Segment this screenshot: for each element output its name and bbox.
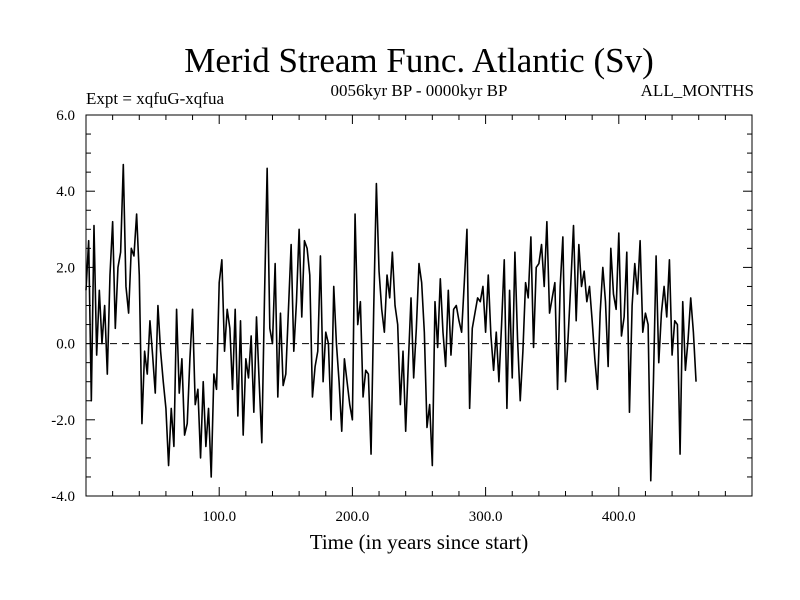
x-tick-label: 300.0	[469, 509, 503, 525]
chart-subtitle-left: Expt = xqfuG-xqfua	[86, 89, 224, 108]
x-tick-label: 100.0	[202, 509, 236, 525]
y-tick-label: -2.0	[51, 413, 75, 429]
axis-ticks	[86, 115, 752, 496]
chart-subtitle-right: ALL_MONTHS	[641, 81, 754, 100]
x-axis-label: Time (in years since start)	[310, 530, 529, 554]
chart-subtitle-center: 0056kyr BP - 0000kyr BP	[331, 81, 508, 100]
y-tick-label: 2.0	[56, 260, 75, 276]
tick-labels: 100.0 200.0 300.0 400.0 -4.0 -2.0 0.0 2.0 4.0 6.0	[51, 108, 635, 525]
y-tick-label: 4.0	[56, 184, 75, 200]
y-tick-label: 0.0	[56, 337, 75, 353]
y-tick-label: -4.0	[51, 489, 75, 505]
chart-title: Merid Stream Func. Atlantic (Sv)	[184, 41, 654, 80]
x-tick-label: 400.0	[602, 509, 636, 525]
series-line-0	[85, 163, 697, 482]
y-tick-label: 6.0	[56, 108, 75, 124]
plot-area	[85, 114, 753, 497]
x-tick-label: 200.0	[336, 509, 370, 525]
